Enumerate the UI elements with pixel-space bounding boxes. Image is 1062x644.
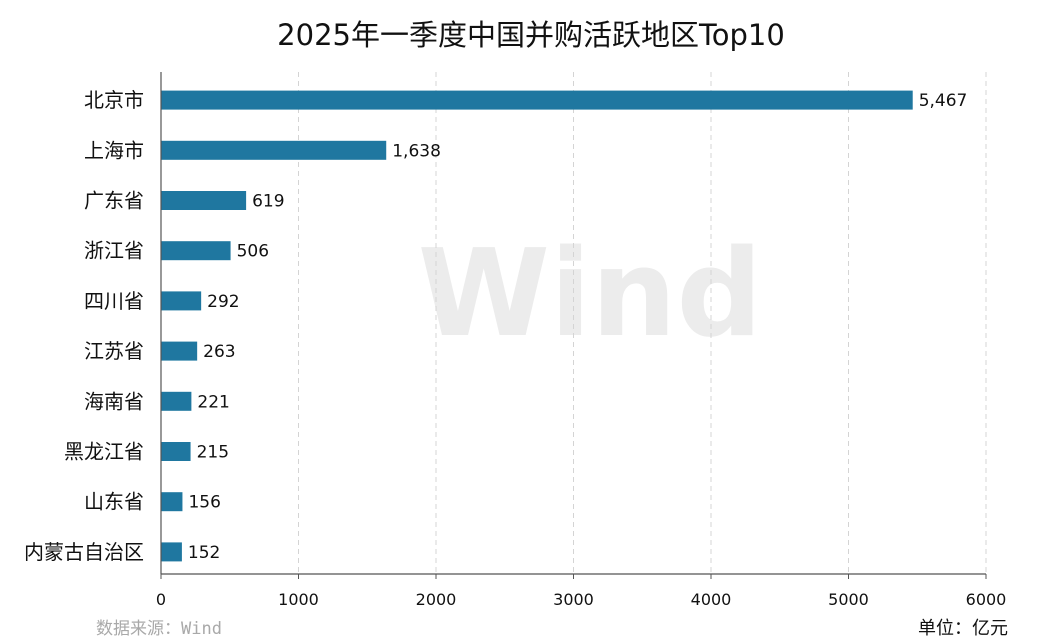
category-label-6: 海南省 <box>84 389 144 413</box>
value-label-5: 263 <box>203 342 235 362</box>
value-label-9: 152 <box>188 543 220 563</box>
x-tick-label-5000: 5000 <box>828 590 869 609</box>
category-label-1: 上海市 <box>84 138 144 162</box>
x-tick-label-3000: 3000 <box>553 590 594 609</box>
bar-1 <box>161 140 387 160</box>
x-tick-label-0: 0 <box>156 590 166 609</box>
category-label-5: 江苏省 <box>84 339 144 363</box>
bar-9 <box>161 542 182 562</box>
bar-4 <box>161 291 202 311</box>
bar-7 <box>161 442 191 461</box>
category-label-3: 浙江省 <box>84 239 144 263</box>
value-label-8: 156 <box>188 493 220 513</box>
unit-note: 单位：亿元 <box>918 618 1008 639</box>
category-label-2: 广东省 <box>84 189 144 213</box>
value-label-4: 292 <box>207 292 239 312</box>
chart-title: 2025年一季度中国并购活跃地区Top10 <box>277 18 785 52</box>
category-label-9: 内蒙古自治区 <box>24 540 144 564</box>
value-label-6: 221 <box>197 392 229 412</box>
bar-6 <box>161 391 192 411</box>
bar-5 <box>161 341 198 361</box>
bar-layer: 5,467 1,638 619 506 292 263 221 215 156 152 <box>161 90 968 563</box>
bar-3 <box>161 241 231 261</box>
source-note: 数据来源：Wind <box>96 619 222 639</box>
category-label-7: 黑龙江省 <box>64 440 144 464</box>
category-label-8: 山东省 <box>84 490 144 514</box>
bar-8 <box>161 492 183 512</box>
x-tick-label-2000: 2000 <box>416 590 457 609</box>
value-label-0: 5,467 <box>919 91 968 111</box>
value-label-1: 1,638 <box>392 141 441 161</box>
value-label-3: 506 <box>237 242 269 262</box>
category-label-4: 四川省 <box>84 289 144 313</box>
x-tick-label-6000: 6000 <box>966 590 1007 609</box>
watermark: Wind <box>418 225 763 364</box>
x-tick-label-4000: 4000 <box>691 590 732 609</box>
x-tick-label-1000: 1000 <box>278 590 319 609</box>
bar-2 <box>161 191 247 210</box>
value-label-2: 619 <box>252 192 284 212</box>
value-label-7: 215 <box>197 443 229 463</box>
bar-0 <box>161 90 913 110</box>
category-label-0: 北京市 <box>84 88 144 112</box>
